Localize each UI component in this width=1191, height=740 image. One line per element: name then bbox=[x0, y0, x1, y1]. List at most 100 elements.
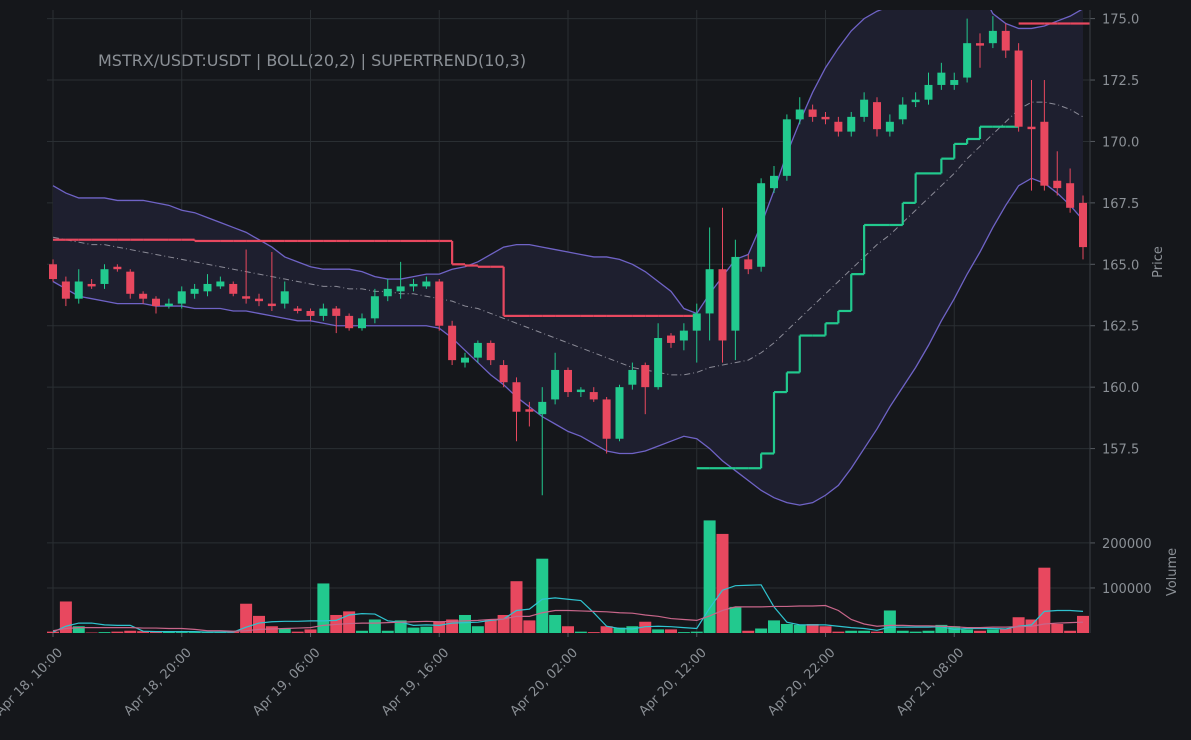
volume-bar bbox=[587, 632, 600, 633]
volume-bar bbox=[1064, 630, 1077, 633]
candle-body bbox=[190, 288, 199, 294]
y-tick-label: 157.5 bbox=[1102, 443, 1139, 458]
volume-bar bbox=[562, 626, 574, 633]
volume-bar bbox=[677, 632, 690, 633]
candle-body bbox=[628, 369, 637, 385]
x-tick-label: Apr 19, 16:00 bbox=[379, 645, 452, 718]
candle-body bbox=[1066, 183, 1075, 208]
volume-bar bbox=[407, 627, 420, 633]
candle-body bbox=[1053, 180, 1062, 189]
volume-bar bbox=[471, 626, 484, 633]
y-tick-label: 172.5 bbox=[1102, 74, 1139, 89]
bollinger-middle bbox=[52, 101, 1084, 376]
volume-bar bbox=[47, 631, 59, 633]
candle-body bbox=[963, 43, 972, 78]
volume-bar bbox=[459, 614, 471, 633]
candle-body bbox=[100, 269, 109, 284]
volume-bar bbox=[986, 629, 999, 633]
candle-body bbox=[538, 401, 547, 415]
volume-bar bbox=[690, 631, 703, 633]
volume-bar bbox=[729, 606, 742, 633]
y-tick-label: 200000 bbox=[1102, 537, 1152, 552]
candle-body bbox=[873, 102, 881, 130]
volume-bar bbox=[716, 533, 729, 633]
volume-bar bbox=[896, 630, 909, 633]
candle-body bbox=[422, 281, 431, 287]
candle-body bbox=[1001, 30, 1010, 51]
x-tick-label: Apr 18, 20:00 bbox=[121, 645, 194, 718]
candle-body bbox=[860, 99, 869, 117]
candle-body bbox=[1040, 121, 1049, 186]
volume-bar bbox=[858, 630, 871, 633]
y-axis-label: Volume bbox=[1165, 548, 1180, 596]
volume-bar bbox=[639, 621, 652, 633]
candle-body bbox=[473, 342, 482, 358]
x-tick-label: Apr 19, 06:00 bbox=[250, 645, 323, 718]
candle-body bbox=[731, 256, 740, 331]
volume-bar bbox=[613, 627, 626, 633]
volume-ma bbox=[52, 584, 1084, 633]
candle-body bbox=[937, 72, 946, 85]
volume-bar bbox=[999, 628, 1012, 633]
volume-bar bbox=[291, 631, 304, 633]
volume-bar bbox=[755, 628, 768, 633]
volume-bar bbox=[304, 629, 317, 633]
candle-body bbox=[1079, 202, 1087, 248]
candle-body bbox=[654, 338, 663, 388]
candle-body bbox=[589, 392, 598, 400]
candle-body bbox=[216, 281, 225, 287]
volume-bar bbox=[484, 619, 497, 633]
candle-body bbox=[525, 409, 534, 412]
candle-body bbox=[795, 109, 804, 120]
y-tick-label: 175.0 bbox=[1102, 13, 1139, 28]
x-tick-label: Apr 20, 02:00 bbox=[508, 645, 581, 718]
volume-bar bbox=[871, 631, 883, 633]
bollinger-fill bbox=[53, 10, 1083, 506]
volume-bar bbox=[793, 624, 806, 633]
volume-bar bbox=[175, 632, 188, 633]
x-tick-label: Apr 21, 08:00 bbox=[894, 645, 967, 718]
candle-body bbox=[306, 310, 315, 316]
candle-body bbox=[499, 365, 508, 383]
candle-body bbox=[911, 99, 920, 103]
volume-bar bbox=[845, 630, 858, 633]
candle-body bbox=[267, 303, 276, 307]
candle-body bbox=[898, 104, 907, 120]
candle-body bbox=[770, 175, 778, 189]
bollinger-lower bbox=[52, 177, 1084, 506]
volume-bar bbox=[652, 629, 665, 633]
candle-body bbox=[641, 365, 650, 388]
candle-body bbox=[74, 281, 83, 299]
volume-bar bbox=[394, 620, 407, 633]
candle-body bbox=[679, 330, 688, 341]
y-tick-label: 167.5 bbox=[1102, 197, 1139, 212]
volume-bar bbox=[420, 626, 433, 633]
candle-body bbox=[319, 308, 328, 316]
candle-body bbox=[293, 308, 302, 311]
volume-panel bbox=[47, 520, 1089, 633]
candle-body bbox=[744, 259, 753, 270]
volume-bar bbox=[356, 630, 368, 633]
candle-body bbox=[409, 283, 418, 287]
volume-bar bbox=[510, 581, 523, 633]
candle-body bbox=[718, 269, 727, 341]
volume-bar bbox=[961, 629, 974, 633]
candle-body bbox=[87, 283, 96, 287]
candle-body bbox=[834, 121, 843, 132]
volume-bar bbox=[549, 614, 562, 633]
volume-bar bbox=[935, 624, 948, 633]
volume-bar bbox=[536, 558, 549, 633]
volume-bar bbox=[922, 630, 935, 633]
candle-body bbox=[1027, 126, 1036, 130]
x-tick-label: Apr 18, 10:00 bbox=[0, 645, 66, 718]
volume-bar bbox=[1012, 617, 1025, 633]
candle-body bbox=[61, 281, 70, 299]
candle-body bbox=[229, 283, 238, 294]
candle-body bbox=[177, 291, 186, 304]
volume-bar bbox=[523, 620, 536, 633]
candle-body bbox=[808, 109, 817, 117]
candle-body bbox=[1014, 50, 1023, 127]
candle-body bbox=[396, 286, 405, 292]
volume-bar bbox=[433, 621, 446, 633]
volume-bar bbox=[909, 631, 922, 633]
